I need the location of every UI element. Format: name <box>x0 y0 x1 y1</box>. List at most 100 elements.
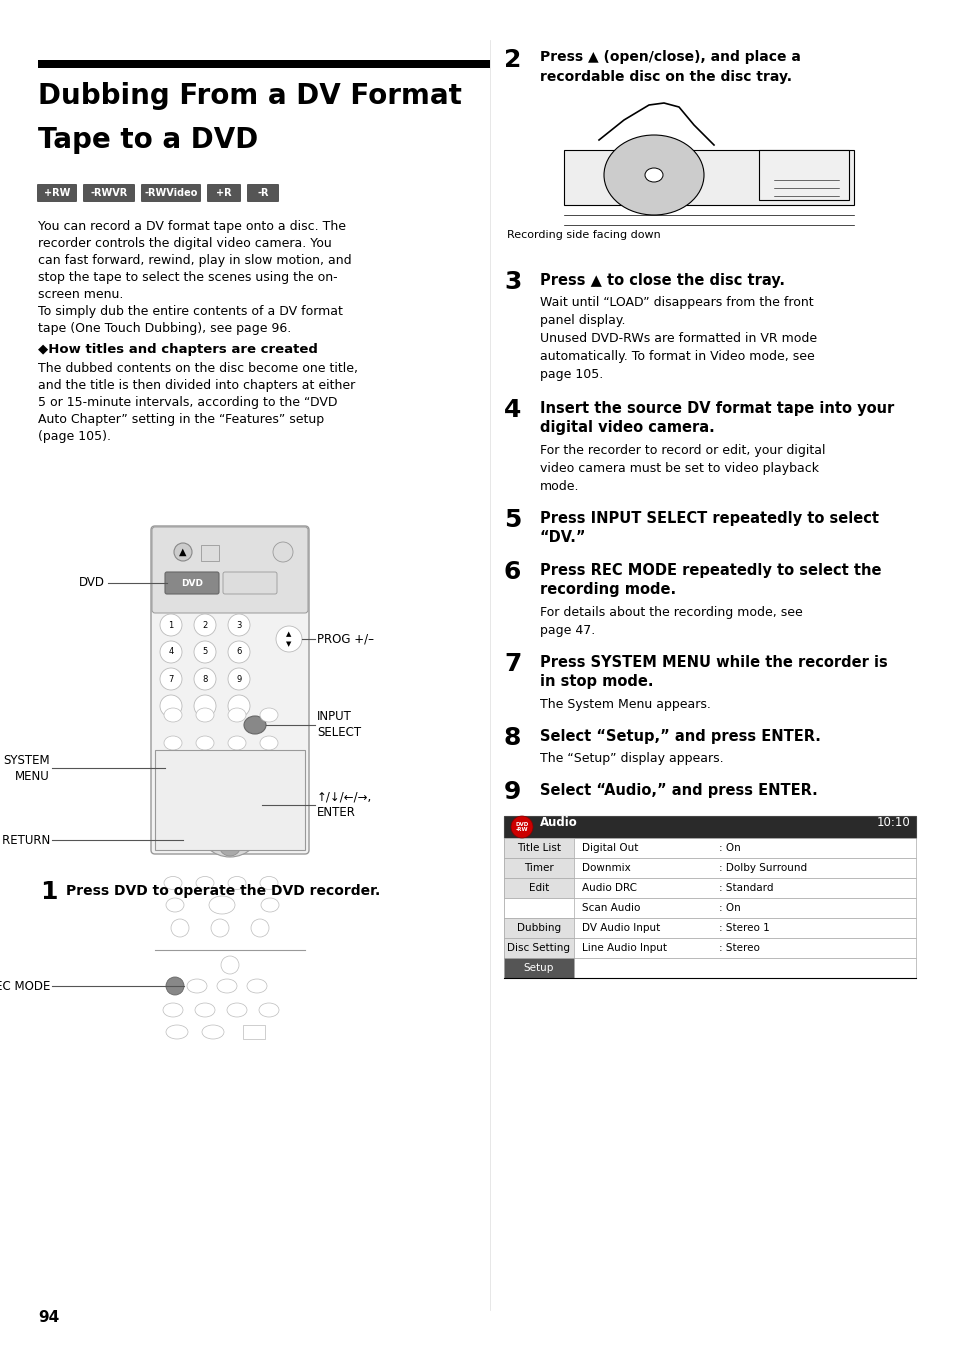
Text: recorder controls the digital video camera. You: recorder controls the digital video came… <box>38 237 332 250</box>
Ellipse shape <box>164 735 182 750</box>
Text: Digital Out: Digital Out <box>581 844 638 853</box>
Text: 5: 5 <box>202 648 208 657</box>
Text: : Dolby Surround: : Dolby Surround <box>719 863 806 873</box>
Text: 5: 5 <box>503 508 521 531</box>
Text: The dubbed contents on the disc become one title,: The dubbed contents on the disc become o… <box>38 362 357 375</box>
Circle shape <box>173 544 192 561</box>
Bar <box>503 918 915 938</box>
Text: 2: 2 <box>202 621 208 630</box>
Circle shape <box>251 919 269 937</box>
Ellipse shape <box>247 979 267 992</box>
Text: (page 105).: (page 105). <box>38 430 111 443</box>
Text: Audio: Audio <box>539 817 578 830</box>
Bar <box>201 545 219 561</box>
Circle shape <box>228 614 250 635</box>
Text: Unused DVD-RWs are formatted in VR mode: Unused DVD-RWs are formatted in VR mode <box>539 333 817 345</box>
Bar <box>759 150 848 200</box>
Text: Insert the source DV format tape into your: Insert the source DV format tape into yo… <box>539 402 893 416</box>
Text: page 47.: page 47. <box>539 625 595 637</box>
Text: : Stereo: : Stereo <box>719 942 760 953</box>
Text: 9: 9 <box>503 780 521 804</box>
Ellipse shape <box>164 876 182 890</box>
Circle shape <box>160 695 182 717</box>
FancyBboxPatch shape <box>151 526 309 854</box>
Text: -RWVR: -RWVR <box>91 188 128 197</box>
Circle shape <box>228 695 250 717</box>
FancyBboxPatch shape <box>165 572 219 594</box>
Text: -RWVideo: -RWVideo <box>144 188 197 197</box>
Text: Press ▲ (open/close), and place a: Press ▲ (open/close), and place a <box>539 50 800 64</box>
Bar <box>503 959 574 977</box>
Bar <box>503 859 915 877</box>
Text: video camera must be set to video playback: video camera must be set to video playba… <box>539 462 818 475</box>
Text: To simply dub the entire contents of a DV format: To simply dub the entire contents of a D… <box>38 306 342 318</box>
Ellipse shape <box>228 708 246 722</box>
Bar <box>38 59 490 68</box>
Text: 6: 6 <box>503 560 521 584</box>
Circle shape <box>275 626 302 652</box>
FancyBboxPatch shape <box>141 184 201 201</box>
Text: 4: 4 <box>503 397 521 422</box>
Text: Press ▲ to close the disc tray.: Press ▲ to close the disc tray. <box>539 273 784 288</box>
Ellipse shape <box>258 1003 278 1017</box>
Ellipse shape <box>244 717 266 734</box>
Bar <box>503 959 915 977</box>
Circle shape <box>160 614 182 635</box>
FancyBboxPatch shape <box>563 150 853 206</box>
Text: Press REC MODE repeatedly to select the: Press REC MODE repeatedly to select the <box>539 562 881 579</box>
FancyBboxPatch shape <box>152 527 308 612</box>
Circle shape <box>199 814 221 836</box>
Text: can fast forward, rewind, play in slow motion, and: can fast forward, rewind, play in slow m… <box>38 254 352 266</box>
Text: Wait until “LOAD” disappears from the front: Wait until “LOAD” disappears from the fr… <box>539 296 813 310</box>
Text: 7: 7 <box>168 675 173 684</box>
Ellipse shape <box>202 1025 224 1038</box>
Text: DVD: DVD <box>79 576 105 589</box>
Bar <box>503 938 574 959</box>
Text: ▲: ▲ <box>179 548 187 557</box>
Text: Auto Chapter” setting in the “Features” setup: Auto Chapter” setting in the “Features” … <box>38 412 324 426</box>
Text: screen menu.: screen menu. <box>38 288 123 301</box>
Text: 1: 1 <box>168 621 173 630</box>
Text: 6: 6 <box>236 648 241 657</box>
Text: stop the tape to select the scenes using the on-: stop the tape to select the scenes using… <box>38 270 337 284</box>
Bar <box>243 758 271 780</box>
Text: DVD
-RW: DVD -RW <box>515 822 528 833</box>
Bar <box>503 877 574 898</box>
Text: -R: -R <box>257 188 269 197</box>
Circle shape <box>193 695 215 717</box>
Text: 5 or 15-minute intervals, according to the “DVD: 5 or 15-minute intervals, according to t… <box>38 396 337 410</box>
Circle shape <box>160 641 182 662</box>
Text: page 105.: page 105. <box>539 368 602 381</box>
Text: in stop mode.: in stop mode. <box>539 675 653 690</box>
Text: 10:10: 10:10 <box>876 817 909 830</box>
FancyBboxPatch shape <box>223 572 276 594</box>
Text: Press INPUT SELECT repeatedly to select: Press INPUT SELECT repeatedly to select <box>539 511 878 526</box>
Text: DVD: DVD <box>181 579 203 588</box>
Ellipse shape <box>209 896 234 914</box>
Text: Downmix: Downmix <box>581 863 630 873</box>
Bar <box>205 758 233 780</box>
Text: The System Menu appears.: The System Menu appears. <box>539 698 710 711</box>
Bar <box>165 758 196 780</box>
Text: mode.: mode. <box>539 480 578 493</box>
Text: and the title is then divided into chapters at either: and the title is then divided into chapt… <box>38 379 355 392</box>
Text: ♣→ RETURN: ♣→ RETURN <box>0 833 50 846</box>
Text: 1: 1 <box>40 880 57 904</box>
Circle shape <box>211 919 229 937</box>
Text: The “Setup” display appears.: The “Setup” display appears. <box>539 752 723 765</box>
FancyBboxPatch shape <box>207 184 241 201</box>
FancyBboxPatch shape <box>37 184 77 201</box>
Bar <box>503 938 915 959</box>
Text: : On: : On <box>719 844 740 853</box>
Circle shape <box>166 977 184 995</box>
Circle shape <box>239 814 261 836</box>
Text: recordable disc on the disc tray.: recordable disc on the disc tray. <box>539 70 791 84</box>
Ellipse shape <box>195 876 213 890</box>
Text: Dubbing: Dubbing <box>517 923 560 933</box>
Text: 9: 9 <box>236 675 241 684</box>
Ellipse shape <box>228 876 246 890</box>
Text: Press SYSTEM MENU while the recorder is: Press SYSTEM MENU while the recorder is <box>539 654 887 671</box>
Circle shape <box>193 614 215 635</box>
Text: ▲: ▲ <box>286 631 292 637</box>
Bar <box>503 898 574 918</box>
